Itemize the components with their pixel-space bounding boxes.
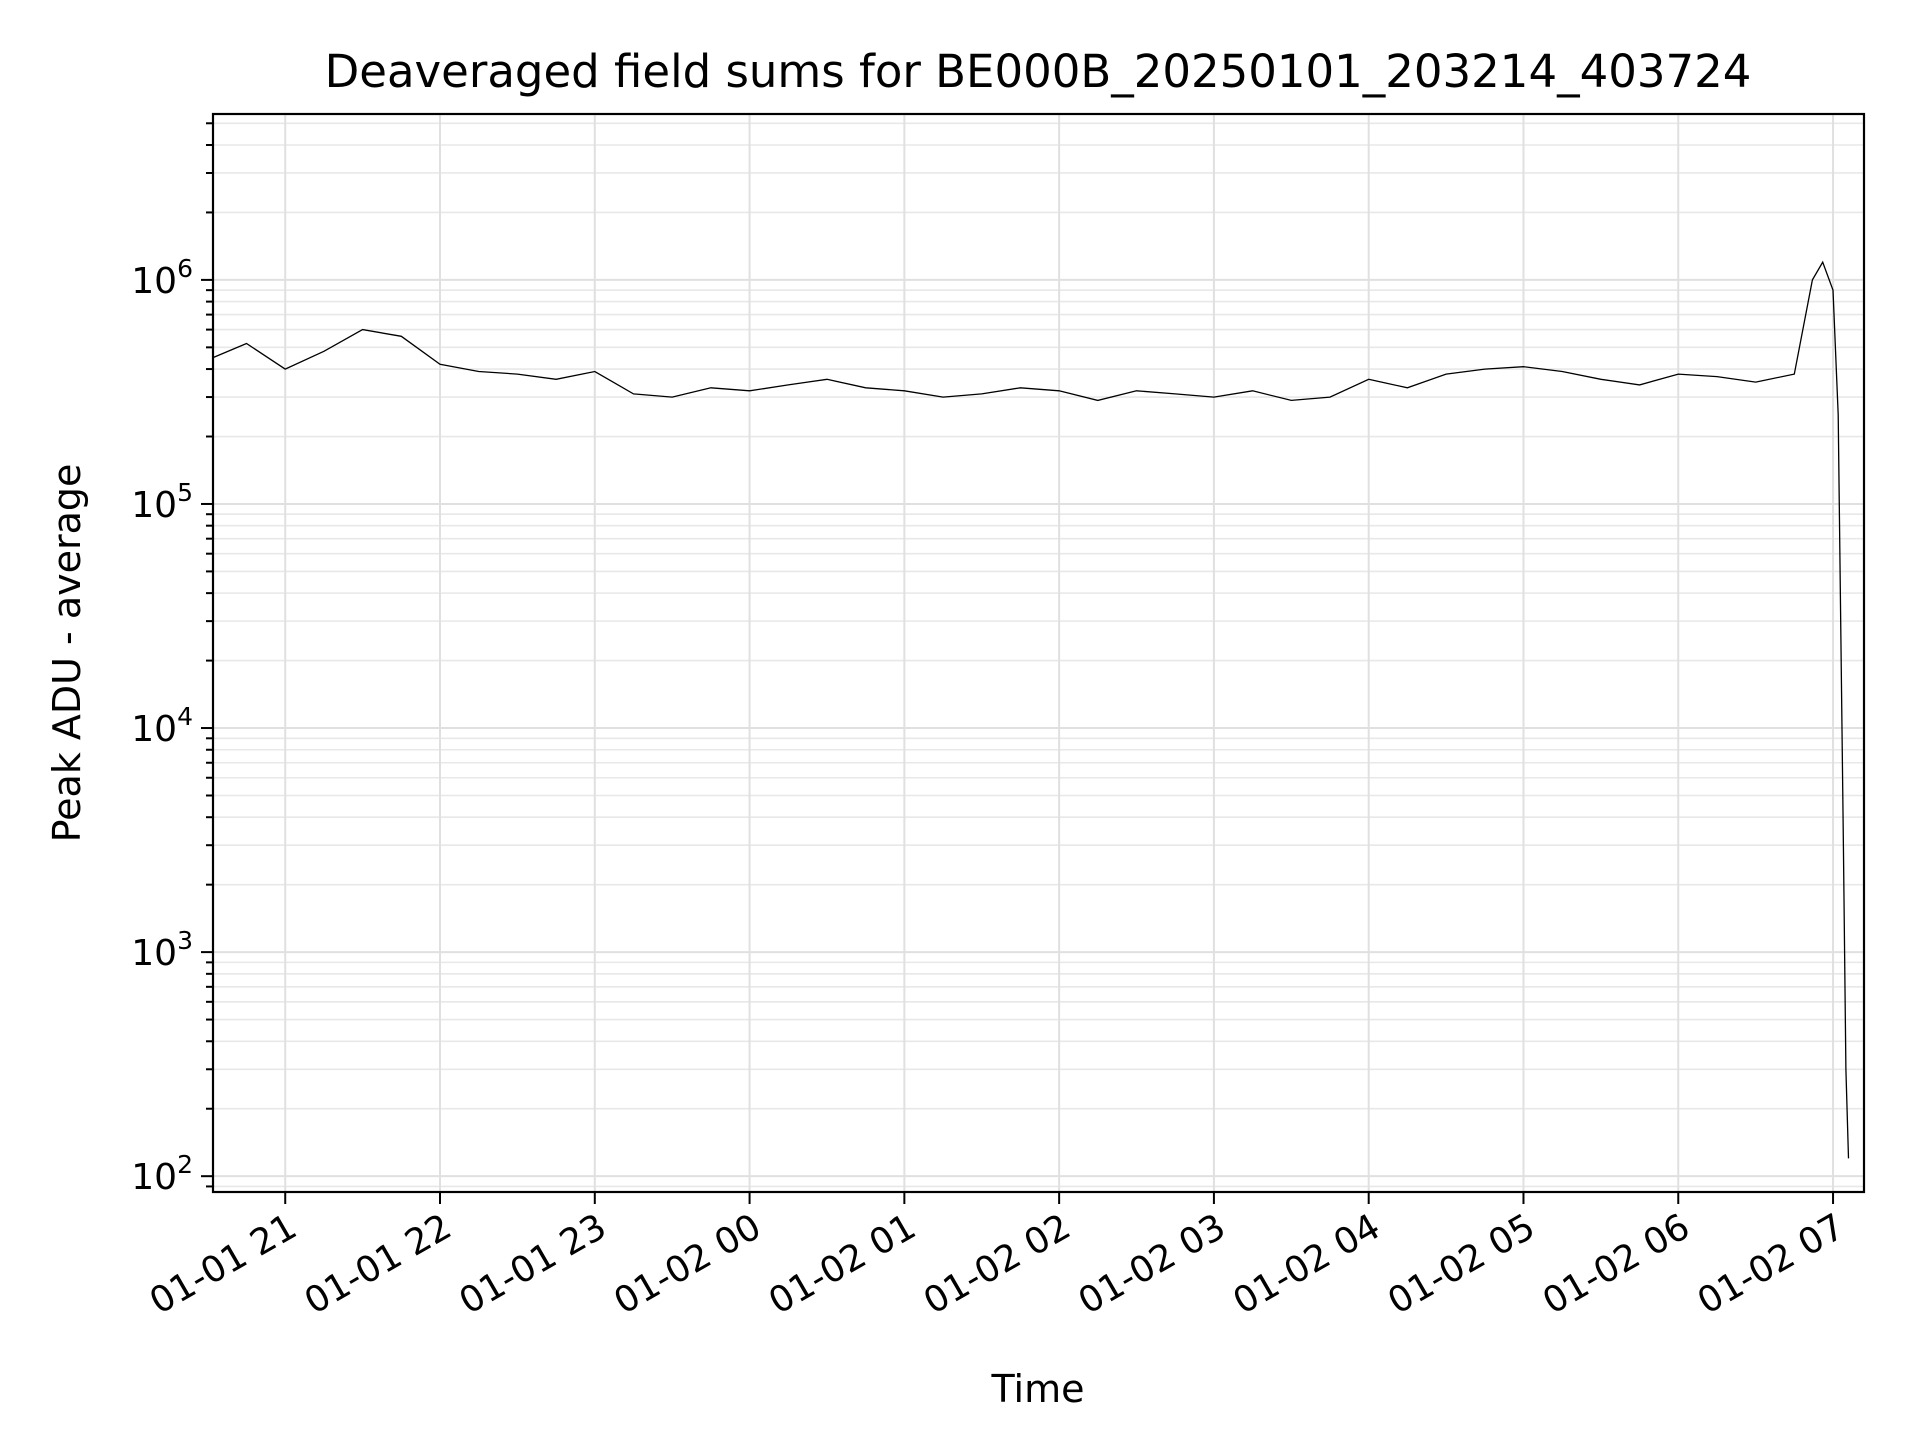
- y-tick-label: 105: [131, 478, 193, 526]
- y-axis-ticks: 102 103 104 105 106: [131, 122, 213, 1198]
- x-tick-label: 01-02 07: [1691, 1206, 1852, 1322]
- series-line: [212, 260, 1850, 1159]
- x-tick-label: 01-02 01: [762, 1206, 923, 1322]
- x-tick-label: 01-02 06: [1536, 1206, 1697, 1322]
- chart-title: Deaveraged field sums for BE000B_2025010…: [325, 45, 1752, 98]
- x-axis-label: Time: [991, 1367, 1085, 1411]
- series-layer: [212, 260, 1850, 1159]
- x-tick-label: 01-02 03: [1072, 1206, 1233, 1322]
- y-tick-label: 104: [131, 702, 193, 750]
- x-tick-label: 01-01 22: [298, 1206, 459, 1322]
- y-tick-label: 106: [131, 254, 193, 302]
- x-tick-label: 01-02 00: [607, 1206, 768, 1322]
- plot-frame: [211, 112, 1866, 1194]
- y-tick-label: 102: [131, 1150, 193, 1198]
- grid: [213, 114, 1864, 1192]
- x-tick-label: 01-01 21: [143, 1206, 304, 1322]
- x-tick-label: 01-01 23: [453, 1206, 614, 1322]
- x-tick-label: 01-02 04: [1227, 1206, 1388, 1322]
- y-axis-label: Peak ADU - average: [45, 464, 89, 843]
- y-tick-label: 103: [131, 926, 193, 974]
- x-tick-label: 01-02 05: [1381, 1206, 1542, 1322]
- x-tick-label: 01-02 02: [917, 1206, 1078, 1322]
